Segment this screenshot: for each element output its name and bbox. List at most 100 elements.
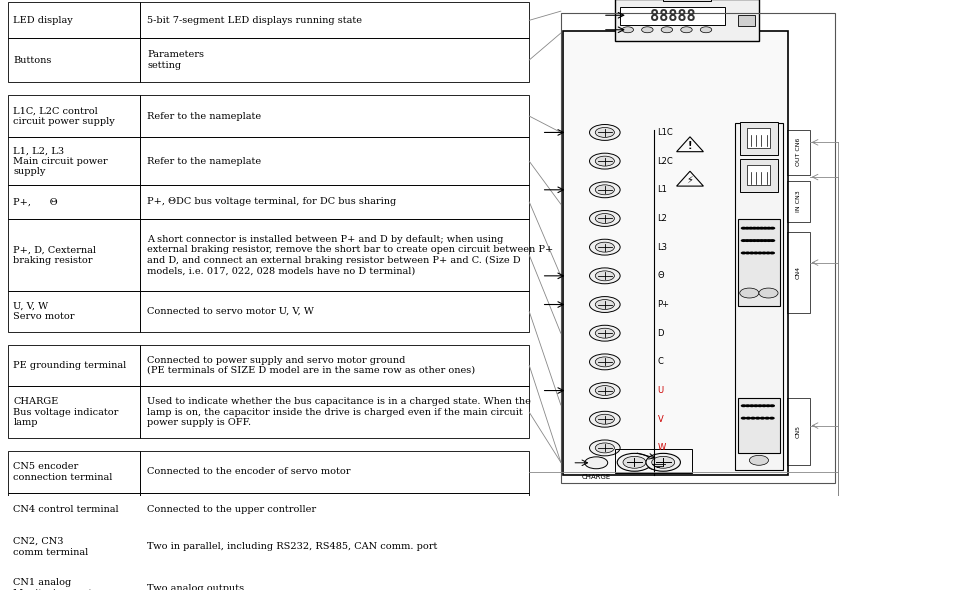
Bar [140, 185, 529, 219]
Text: Two analog outputs: Two analog outputs [147, 584, 244, 590]
Text: U, V, W
Servo motor: U, V, W Servo motor [13, 302, 75, 321]
Circle shape [590, 354, 620, 370]
Text: Connected to power supply and servo motor ground
(PE terminals of SIZE D model a: Connected to power supply and servo moto… [147, 356, 476, 375]
Bar [8, 568, 140, 590]
Text: IN CN3: IN CN3 [795, 191, 801, 212]
Text: D: D [657, 329, 664, 337]
Text: P+,      Θ: P+, Θ [13, 198, 58, 206]
Bar [738, 15, 755, 26]
Circle shape [759, 288, 778, 298]
Circle shape [753, 404, 759, 407]
Bar [8, 493, 140, 526]
Circle shape [617, 453, 652, 471]
Circle shape [595, 214, 614, 224]
Bar [140, 345, 529, 386]
Circle shape [760, 417, 766, 419]
Text: Used to indicate whether the bus capacitance is in a charged state. When the
lam: Used to indicate whether the bus capacit… [147, 397, 531, 427]
Bar [740, 122, 778, 155]
Text: CN2, CN3
comm terminal: CN2, CN3 comm terminal [13, 537, 89, 556]
Circle shape [748, 227, 754, 230]
Text: P+, ΘDC bus voltage terminal, for DC bus sharing: P+, ΘDC bus voltage terminal, for DC bus… [147, 198, 396, 206]
Text: Connected to the upper controller: Connected to the upper controller [147, 505, 317, 514]
Bar [140, 2, 529, 38]
Circle shape [763, 239, 768, 242]
Circle shape [585, 457, 608, 468]
Bar [140, 568, 529, 590]
Text: L1, L2, L3
Main circuit power
supply: L1, L2, L3 Main circuit power supply [13, 146, 108, 176]
Bar [787, 181, 810, 222]
Circle shape [769, 251, 775, 254]
Circle shape [590, 325, 620, 341]
Circle shape [622, 27, 634, 32]
Bar [8, 2, 140, 38]
Circle shape [759, 227, 765, 230]
Bar [8, 137, 140, 185]
Text: L2: L2 [657, 214, 667, 223]
Text: CN5 encoder
connection terminal: CN5 encoder connection terminal [13, 463, 113, 481]
Circle shape [652, 456, 675, 468]
Circle shape [769, 227, 775, 230]
Text: CHARGE: CHARGE [582, 474, 611, 480]
Circle shape [751, 239, 757, 242]
Text: U: U [657, 386, 663, 395]
Text: OUT CN6: OUT CN6 [795, 138, 801, 166]
Circle shape [595, 185, 614, 195]
Circle shape [590, 239, 620, 255]
Bar [740, 159, 778, 192]
Circle shape [769, 417, 775, 419]
Bar [8, 291, 140, 332]
Text: Θ: Θ [657, 271, 664, 280]
Bar [8, 219, 140, 291]
Bar [787, 398, 810, 466]
Bar [561, 14, 835, 483]
Text: ⚡: ⚡ [686, 175, 694, 185]
Text: !: ! [688, 141, 692, 151]
Text: 88888: 88888 [650, 9, 696, 24]
Text: Connected to servo motor U, V, W: Connected to servo motor U, V, W [147, 307, 314, 316]
Circle shape [741, 417, 746, 419]
Circle shape [765, 417, 770, 419]
Circle shape [746, 417, 751, 419]
Text: C: C [657, 358, 663, 366]
Text: 5-bit 7-segment LED displays running state: 5-bit 7-segment LED displays running sta… [147, 16, 363, 25]
Bar [140, 386, 529, 438]
Circle shape [741, 239, 746, 242]
Circle shape [769, 404, 775, 407]
Text: Buttons: Buttons [13, 55, 52, 64]
Text: CN4: CN4 [795, 266, 801, 279]
Circle shape [590, 440, 620, 456]
Circle shape [701, 27, 712, 32]
Circle shape [595, 156, 614, 166]
Circle shape [745, 251, 750, 254]
Circle shape [755, 417, 761, 419]
Text: Refer to the nameplate: Refer to the nameplate [147, 157, 261, 166]
Bar [140, 95, 529, 137]
Circle shape [750, 417, 756, 419]
Text: V: V [657, 415, 663, 424]
Bar [140, 451, 529, 493]
Circle shape [745, 227, 750, 230]
Text: A short connector is installed between P+ and D by default; when using
external : A short connector is installed between P… [147, 235, 554, 275]
Circle shape [595, 300, 614, 310]
Bar [747, 128, 770, 148]
Circle shape [641, 27, 653, 32]
Text: L1C, L2C control
circuit power supply: L1C, L2C control circuit power supply [13, 106, 115, 126]
Text: P+: P+ [657, 300, 670, 309]
Circle shape [753, 251, 759, 254]
Circle shape [759, 239, 765, 242]
Circle shape [680, 27, 692, 32]
Bar [663, 0, 711, 1]
Circle shape [595, 443, 614, 453]
Circle shape [745, 239, 750, 242]
Bar [738, 219, 780, 306]
Circle shape [749, 404, 755, 407]
Bar [620, 8, 725, 25]
Bar [735, 123, 783, 470]
Circle shape [595, 242, 614, 252]
Circle shape [595, 328, 614, 338]
Circle shape [755, 227, 761, 230]
Text: PE grounding terminal: PE grounding terminal [13, 361, 126, 370]
Bar [787, 130, 810, 175]
Circle shape [745, 404, 750, 407]
Circle shape [761, 251, 767, 254]
